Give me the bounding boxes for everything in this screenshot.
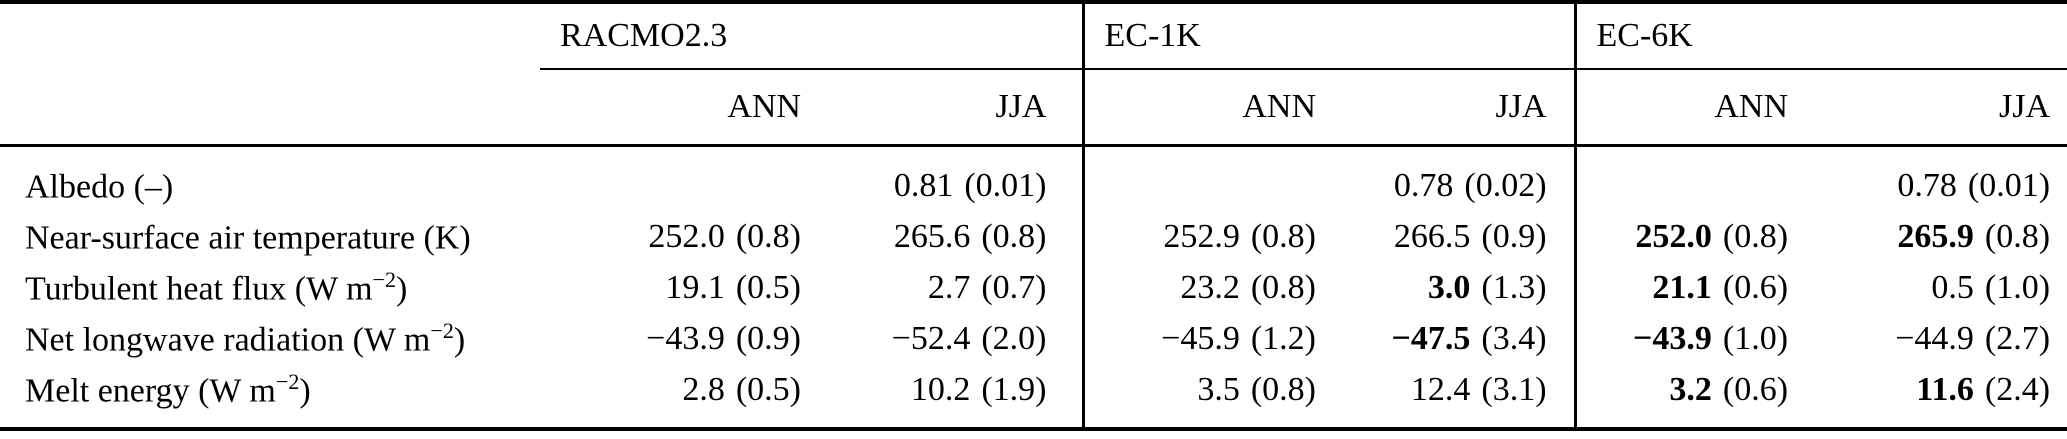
table-cell: 23.2 (0.8) xyxy=(1180,268,1317,306)
table-row-net-longwave-radiation: Net longwave radiation (W m−2) −43.9 (0.9… xyxy=(0,313,2067,364)
row-label-suffix: ) xyxy=(453,320,466,358)
table-cell: 0.81 (0.01) xyxy=(803,145,1085,211)
row-label: Net longwave radiation (W m−2) xyxy=(0,313,540,364)
table-cell: 265.6 (0.8) xyxy=(803,211,1085,262)
row-label-suffix: ) xyxy=(396,269,408,307)
group-header-racmo23: RACMO2.3 xyxy=(540,2,1085,70)
table-cell: 252.0 (0.8) xyxy=(1635,217,1789,255)
table-cell: 265.9 (0.8) xyxy=(1897,217,2051,255)
row-label-suffix: ) xyxy=(299,371,311,409)
row-label: Turbulent heat flux (W m−2) xyxy=(0,262,540,313)
row-label: Melt energy (W m−2) xyxy=(0,364,540,429)
table-cell: 10.2 (1.9) xyxy=(803,364,1085,429)
table-cell xyxy=(1575,146,1790,212)
table-cell: 21.1 (0.6) xyxy=(1652,268,1789,306)
row-label-text: Net longwave radiation (W m xyxy=(25,320,431,358)
table-cell: 2.7 (0.7) xyxy=(803,262,1085,313)
subheader-ec1k-ann: ANN xyxy=(1083,69,1319,147)
table-row-melt-energy: Melt energy (W m−2) 2.8 (0.5) 10.2 (1.9) 3… xyxy=(0,364,2067,429)
table-cell xyxy=(540,146,803,212)
table-cell: −52.4 (2.0) xyxy=(803,313,1085,364)
table-row-turbulent-heat-flux: Turbulent heat flux (W m−2) 19.1 (0.5) 2.… xyxy=(0,262,2067,313)
unit-exponent: −2 xyxy=(275,368,300,394)
table-cell: 252.0 (0.8) xyxy=(648,217,801,255)
row-label-text: Turbulent heat flux (W m xyxy=(25,269,373,307)
table-cell: −43.9 (0.9) xyxy=(646,319,801,357)
table-cell: −43.9 (1.0) xyxy=(1633,319,1789,357)
table-row-temperature: Near-surface air temperature (K) 252.0 (0… xyxy=(0,211,2067,262)
group-header-ec1k: EC-1K xyxy=(1083,2,1577,70)
table-cell: 252.9 (0.8) xyxy=(1163,217,1317,255)
subheader-racmo-ann: ANN xyxy=(540,69,803,147)
table-row-albedo: Albedo (–) 0.81 (0.01) 0.78 (0.02) 0.78 (0.… xyxy=(0,145,2067,212)
table-cell: 3.0 (1.3) xyxy=(1318,262,1577,313)
row-label: Near-surface air temperature (K) xyxy=(0,211,540,262)
row-label: Albedo (–) xyxy=(0,146,540,212)
table-cell: 0.5 (1.0) xyxy=(1931,268,2051,306)
subheader-racmo-jja: JJA xyxy=(803,69,1085,147)
table-cell: 3.2 (0.6) xyxy=(1669,370,1789,408)
table-cell xyxy=(1083,146,1318,212)
table-cell: −47.5 (3.4) xyxy=(1318,313,1577,364)
table-cell: 2.8 (0.5) xyxy=(682,370,801,408)
table-cell: 0.78 (0.01) xyxy=(1897,166,2051,204)
table-cell: 3.5 (0.8) xyxy=(1197,370,1317,408)
corner-cell xyxy=(0,2,540,69)
subheader-empty-cell xyxy=(0,69,540,147)
unit-exponent: −2 xyxy=(372,266,397,292)
table-cell: 11.6 (2.4) xyxy=(1916,370,2051,408)
table-cell: 266.5 (0.9) xyxy=(1318,211,1577,262)
subheader-row: ANN JJA ANN JJA ANN JJA xyxy=(0,69,2067,147)
row-label-text: Near-surface air temperature (K) xyxy=(25,218,471,256)
table-cell: −44.9 (2.7) xyxy=(1895,319,2051,357)
row-label-text: Albedo (–) xyxy=(25,167,174,205)
table-cell: 0.78 (0.02) xyxy=(1318,145,1577,211)
unit-exponent: −2 xyxy=(430,317,454,343)
group-header-row: RACMO2.3 EC-1K EC-6K xyxy=(0,2,2067,70)
table-cell: −45.9 (1.2) xyxy=(1161,319,1317,357)
subheader-ec6k-jja: JJA xyxy=(1790,69,2067,147)
group-header-ec6k: EC-6K xyxy=(1575,2,2067,70)
table-cell: 12.4 (3.1) xyxy=(1318,364,1577,429)
subheader-ec1k-jja: JJA xyxy=(1318,69,1577,147)
row-label-text: Melt energy (W m xyxy=(25,371,276,409)
subheader-ec6k-ann: ANN xyxy=(1575,69,1791,147)
table-cell: 19.1 (0.5) xyxy=(665,268,801,306)
